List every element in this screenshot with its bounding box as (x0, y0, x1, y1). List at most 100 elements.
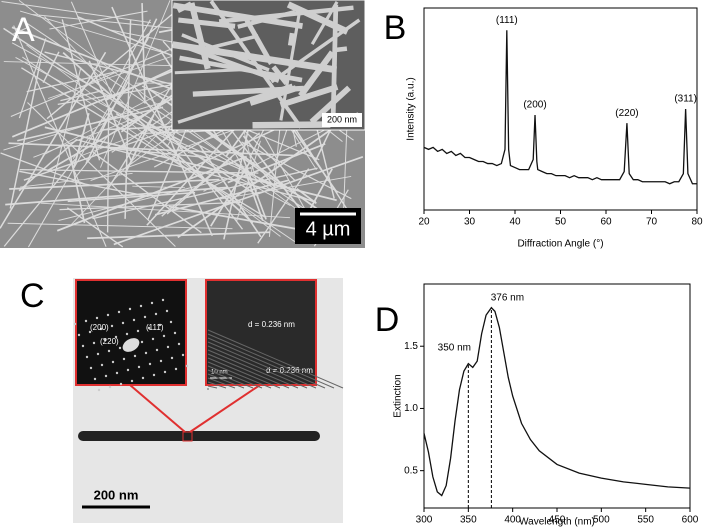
spot (148, 362, 152, 366)
fiber (113, 156, 364, 246)
spot (106, 313, 110, 317)
spot (97, 388, 101, 392)
y-tick-label: 1.0 (404, 403, 418, 414)
fiber (243, 168, 264, 221)
spot (147, 326, 151, 330)
spot (133, 354, 137, 358)
fringe (207, 377, 236, 389)
fiber (46, 2, 186, 120)
fiber (87, 231, 270, 240)
fiber (279, 10, 302, 121)
fringe (207, 337, 326, 389)
zoom-box (182, 431, 193, 442)
fringe (207, 373, 245, 389)
fiber (286, 1, 349, 35)
fiber (111, 6, 213, 237)
data-line (423, 306, 691, 497)
spot (161, 298, 165, 302)
spot (104, 374, 108, 378)
x-tick-label: 600 (682, 515, 699, 526)
spot (185, 364, 189, 368)
zoom-line (129, 384, 186, 433)
spot (169, 320, 173, 324)
fiber (17, 106, 164, 142)
scale-box (322, 113, 362, 127)
fiber (235, 140, 261, 222)
annotation: (311) (674, 94, 697, 105)
annotation: (111) (496, 15, 518, 26)
fiber (26, 44, 281, 237)
nanowire (78, 431, 320, 441)
spot (155, 348, 159, 352)
fiber (49, 10, 148, 30)
fiber (115, 113, 314, 203)
panel-label: B (384, 9, 407, 47)
x-tick-label: 450 (549, 515, 566, 526)
y-tick-label: 1.5 (404, 341, 418, 352)
fiber (309, 85, 352, 125)
fiber (181, 33, 270, 72)
spot (152, 373, 156, 377)
spot (141, 376, 145, 380)
fringe (207, 357, 281, 389)
fiber (21, 67, 267, 219)
fiber (298, 50, 335, 98)
x-tick-label: 50 (555, 217, 567, 228)
spot (137, 365, 141, 369)
x-axis-label: Diffraction Angle (°) (517, 239, 603, 250)
spot (121, 321, 125, 325)
fiber (5, 186, 229, 206)
x-tick-label: 550 (637, 515, 654, 526)
fiber (13, 25, 107, 247)
fiber (40, 202, 291, 219)
spot (159, 359, 163, 363)
spot (166, 345, 170, 349)
hrtem-inset (205, 279, 317, 386)
spot (128, 307, 132, 311)
x-tick-label: 30 (464, 217, 476, 228)
x-tick-label: 40 (509, 217, 521, 228)
spot (154, 312, 158, 316)
fiber (70, 1, 114, 98)
spot (165, 309, 169, 313)
spot (84, 319, 88, 323)
panel-label: C (20, 277, 45, 315)
spot (95, 316, 99, 320)
inset-scale: 200 nm (327, 114, 357, 124)
fringe (207, 345, 308, 389)
spot (170, 356, 174, 360)
spot (111, 360, 115, 364)
fringe (207, 361, 272, 389)
fiber (177, 17, 236, 29)
spot (150, 301, 154, 305)
saed-label: (220) (100, 337, 119, 346)
spot (158, 323, 162, 327)
fiber (257, 168, 310, 244)
scale-text: 200 nm (94, 487, 139, 502)
spot (151, 337, 155, 341)
fiber (8, 142, 297, 157)
fiber (187, 151, 253, 170)
y-axis-label: Extinction (393, 374, 404, 417)
fiber (67, 145, 86, 224)
fiber (66, 207, 124, 248)
spot (118, 346, 122, 350)
spot (81, 344, 85, 348)
fiber (33, 113, 148, 158)
saed-label: (200) (90, 323, 109, 332)
fiber (20, 172, 133, 188)
fiber (9, 59, 42, 209)
fiber (330, 4, 339, 114)
fiber (27, 102, 176, 247)
fiber (42, 51, 60, 84)
spot (92, 341, 96, 345)
fiber (188, 2, 211, 70)
fiber (241, 141, 352, 200)
annotation: (200) (523, 100, 546, 111)
center-spot (122, 338, 140, 352)
fiber (220, 175, 352, 200)
fringe (207, 341, 317, 389)
fringe (207, 369, 254, 389)
fiber (88, 60, 133, 163)
